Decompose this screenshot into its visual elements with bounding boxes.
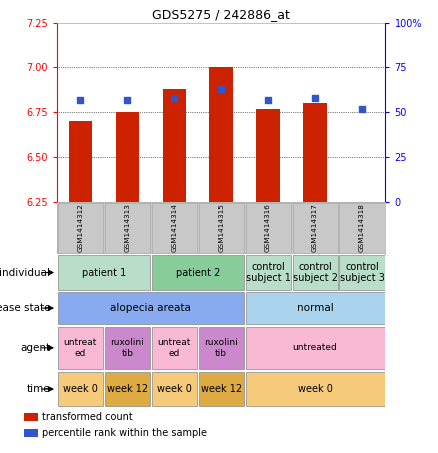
Bar — [209, 67, 233, 202]
Text: control
subject 3: control subject 3 — [339, 262, 385, 283]
Text: GSM1414317: GSM1414317 — [312, 203, 318, 252]
Bar — [246, 203, 291, 253]
Text: percentile rank within the sample: percentile rank within the sample — [42, 429, 207, 439]
Bar — [199, 372, 244, 406]
Bar — [58, 203, 103, 253]
Bar — [339, 203, 385, 253]
Text: untreat
ed: untreat ed — [64, 338, 97, 357]
Text: control
subject 2: control subject 2 — [293, 262, 338, 283]
Text: GSM1414312: GSM1414312 — [78, 203, 83, 252]
Bar — [116, 112, 139, 202]
Bar — [246, 327, 385, 369]
Bar — [58, 327, 103, 369]
Text: week 0: week 0 — [63, 384, 98, 394]
Text: GSM1414315: GSM1414315 — [218, 203, 224, 252]
Bar — [58, 372, 103, 406]
Bar — [303, 103, 327, 202]
Text: week 12: week 12 — [201, 384, 242, 394]
Bar — [24, 414, 38, 421]
Point — [171, 94, 178, 101]
Bar — [105, 327, 150, 369]
Point — [265, 96, 272, 103]
Text: patient 1: patient 1 — [82, 268, 126, 278]
Text: normal: normal — [297, 303, 333, 313]
Bar — [105, 203, 150, 253]
Bar — [199, 327, 244, 369]
Point — [218, 85, 225, 92]
Bar — [293, 203, 338, 253]
Bar — [293, 255, 338, 289]
Text: individual: individual — [0, 268, 50, 278]
Bar — [24, 429, 38, 438]
Bar — [256, 109, 280, 202]
Point — [358, 105, 365, 112]
Point — [77, 96, 84, 103]
Bar — [199, 203, 244, 253]
Text: GSM1414314: GSM1414314 — [171, 203, 177, 252]
Text: week 12: week 12 — [107, 384, 148, 394]
Text: time: time — [27, 384, 50, 394]
Text: GSM1414318: GSM1414318 — [359, 203, 365, 252]
Text: ruxolini
tib: ruxolini tib — [110, 338, 144, 357]
Bar — [246, 293, 385, 324]
Bar — [152, 255, 244, 289]
Bar — [246, 372, 385, 406]
Text: patient 2: patient 2 — [176, 268, 220, 278]
Text: alopecia areata: alopecia areata — [110, 303, 191, 313]
Point — [124, 96, 131, 103]
Text: transformed count: transformed count — [42, 412, 133, 423]
Text: GSM1414313: GSM1414313 — [124, 203, 131, 252]
Text: disease state: disease state — [0, 303, 50, 313]
Point — [311, 94, 318, 101]
Text: untreated: untreated — [293, 343, 337, 352]
Text: week 0: week 0 — [297, 384, 332, 394]
Text: week 0: week 0 — [157, 384, 192, 394]
Bar — [58, 293, 244, 324]
Bar — [246, 255, 291, 289]
Bar — [339, 255, 385, 289]
Text: agent: agent — [20, 343, 50, 353]
Bar — [152, 372, 197, 406]
Text: ruxolini
tib: ruxolini tib — [204, 338, 238, 357]
Text: GSM1414316: GSM1414316 — [265, 203, 271, 252]
Title: GDS5275 / 242886_at: GDS5275 / 242886_at — [152, 9, 290, 21]
Text: control
subject 1: control subject 1 — [246, 262, 290, 283]
Text: untreat
ed: untreat ed — [158, 338, 191, 357]
Bar — [58, 255, 150, 289]
Bar — [152, 203, 197, 253]
Bar — [152, 327, 197, 369]
Bar — [162, 89, 186, 202]
Bar — [69, 121, 92, 202]
Bar — [105, 372, 150, 406]
